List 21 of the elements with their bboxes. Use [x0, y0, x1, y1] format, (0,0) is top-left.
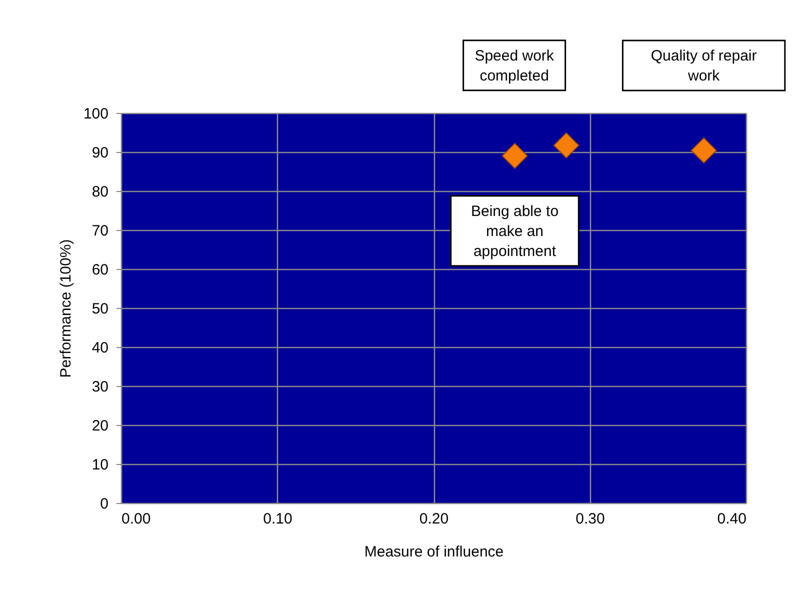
x-axis-title: Measure of influence [364, 544, 504, 560]
y-tick-label: 30 [92, 378, 108, 396]
y-tick-label: 70 [92, 222, 108, 240]
x-tick-label: 0.00 [122, 510, 151, 528]
y-tick-label: 60 [92, 262, 108, 278]
text: Speed work completed [474, 47, 554, 84]
y-tick-label: 10 [92, 456, 108, 474]
y-tick-label: 0 [100, 496, 108, 512]
x-tick-label: 0.40 [717, 510, 746, 528]
y-axis-title: Performance (100%) [57, 239, 74, 378]
y-tick-label: 90 [92, 144, 108, 162]
y-tick-label: 40 [92, 340, 108, 356]
annotation: Being able to make an appointment [470, 202, 559, 260]
y-tick-label: 80 [92, 184, 108, 200]
y-tick-label: 100 [83, 106, 108, 122]
x-tick-label: 0.20 [419, 510, 449, 528]
x-tick-label: 0.30 [576, 510, 605, 528]
text: Quality of repair work [650, 47, 757, 84]
y-tick-label: 50 [92, 300, 108, 318]
y-tick-label: 20 [92, 418, 108, 434]
x-tick-label: 0.10 [263, 510, 292, 528]
